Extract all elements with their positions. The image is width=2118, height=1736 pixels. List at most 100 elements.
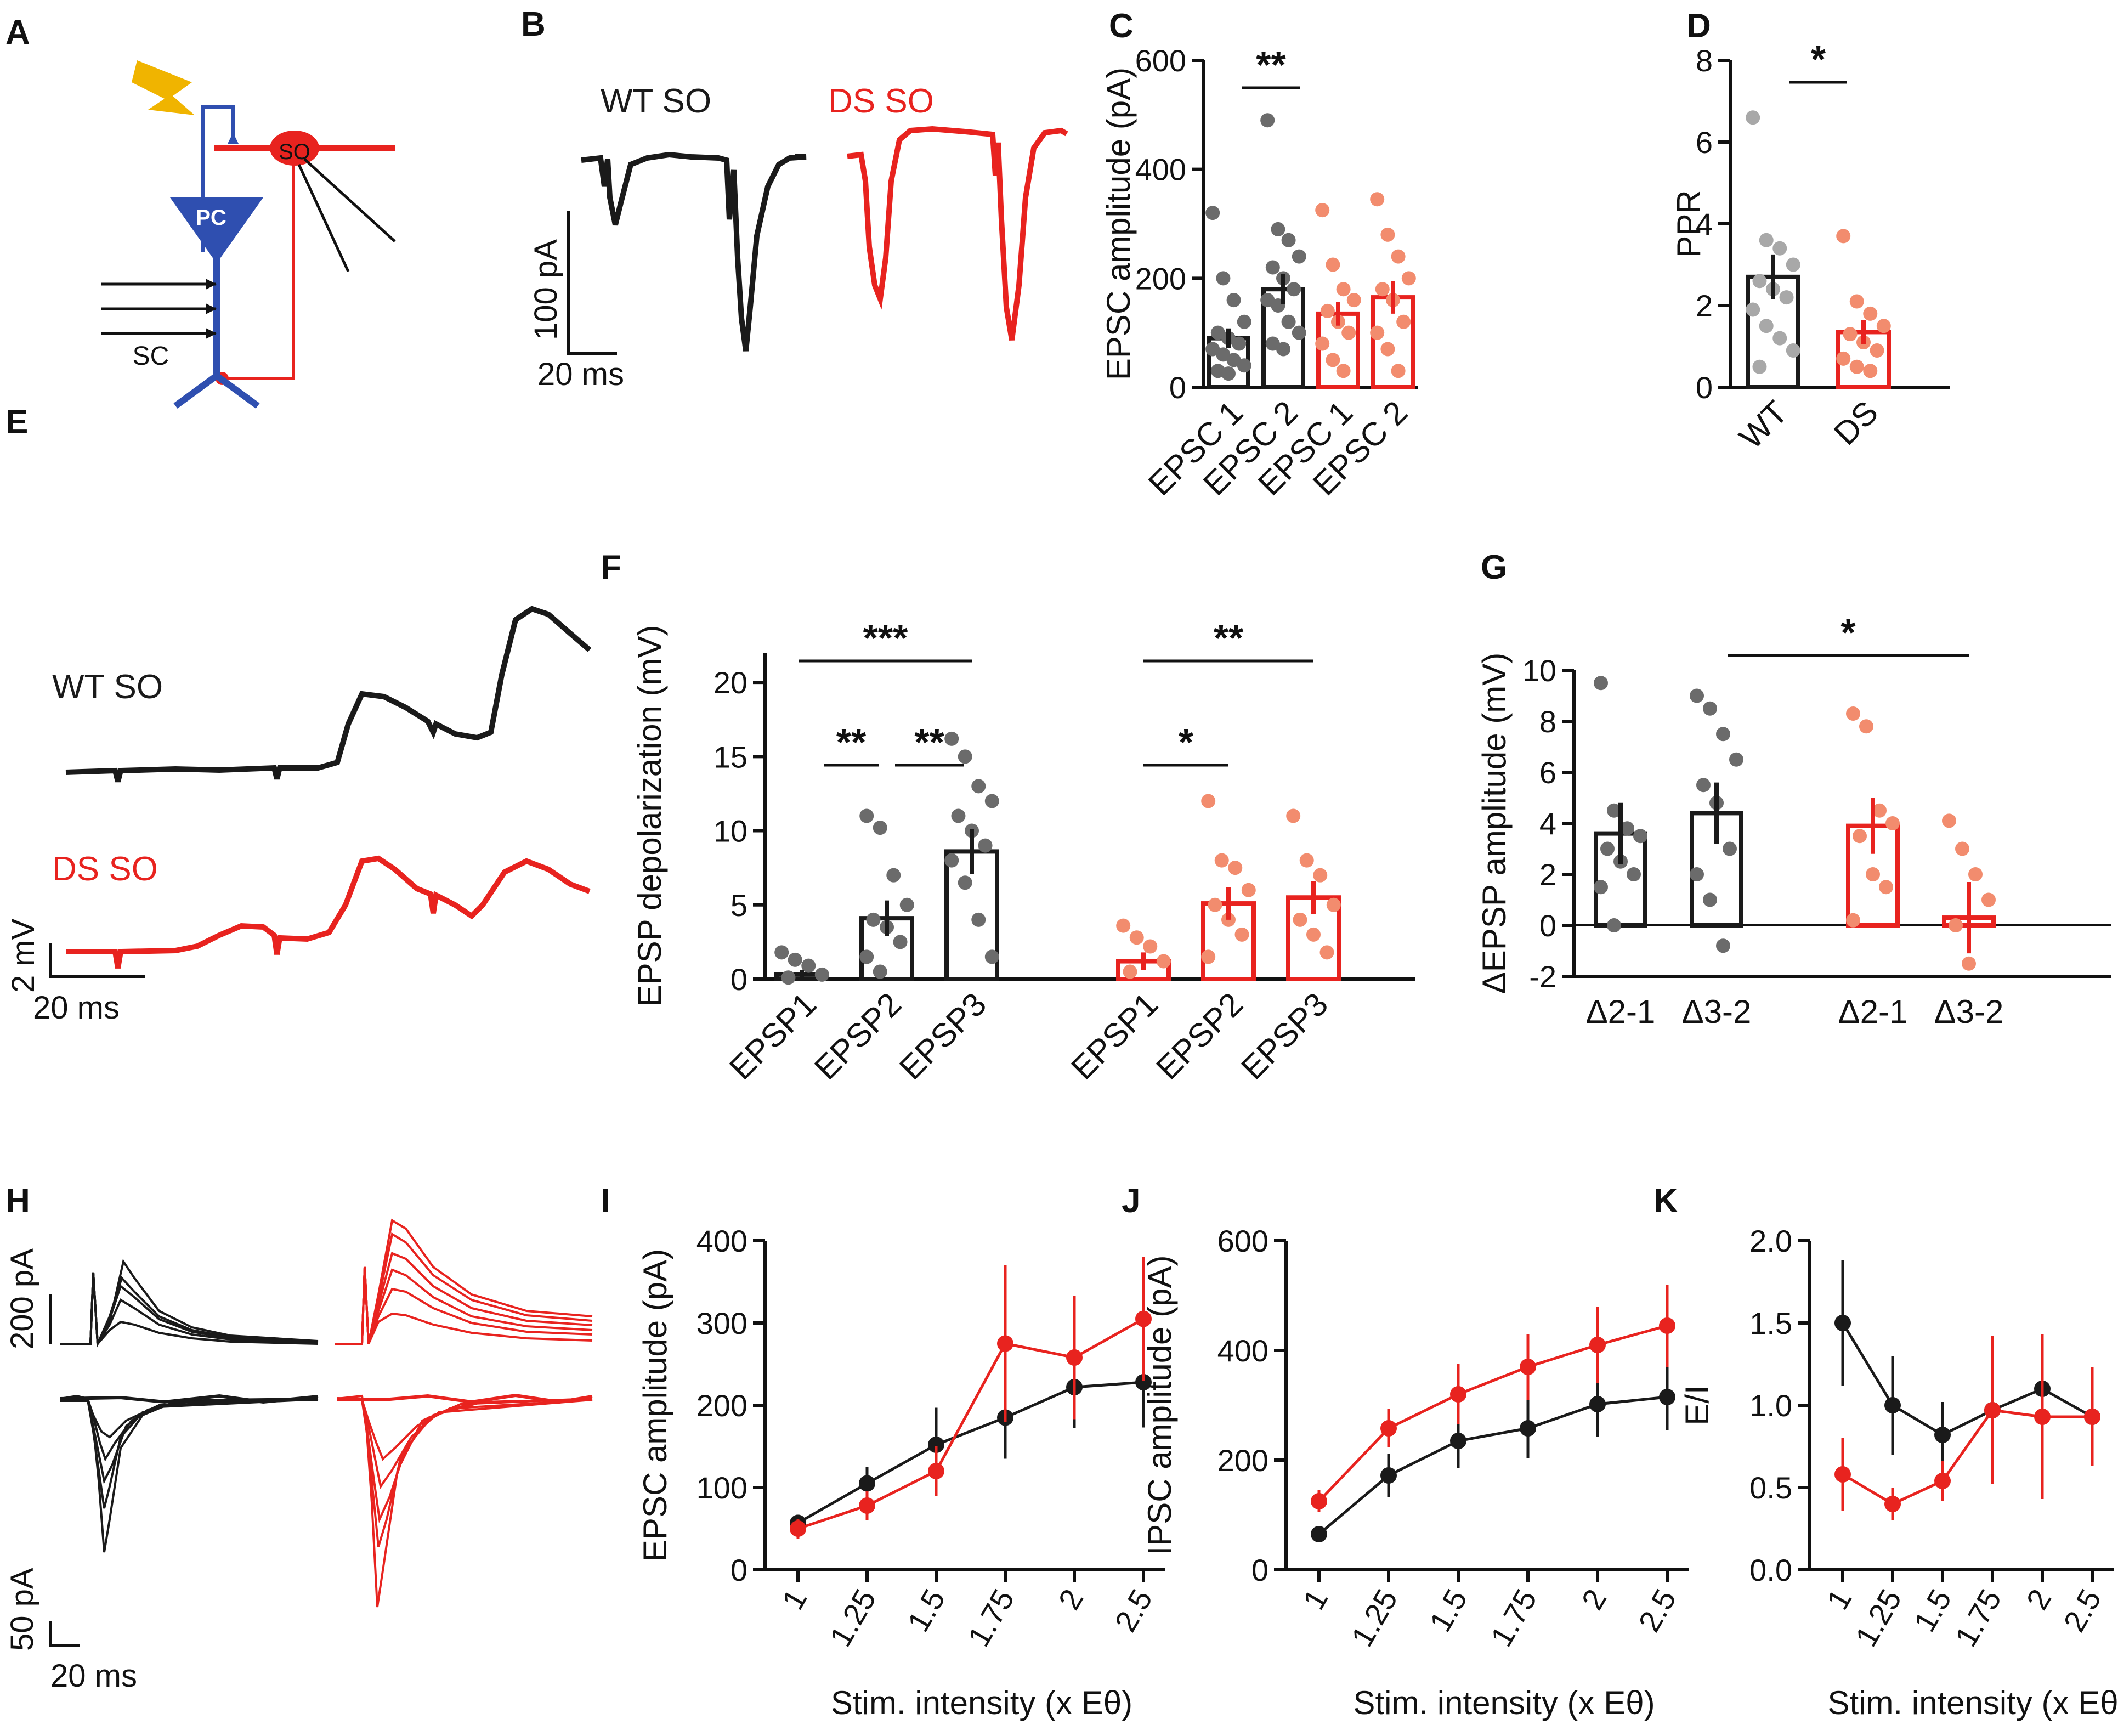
data-point	[1313, 868, 1328, 883]
data-point	[1884, 1397, 1901, 1413]
data-point	[1949, 918, 1963, 932]
data-point	[944, 853, 959, 868]
data-point	[984, 794, 999, 808]
series-ds	[790, 1257, 1152, 1539]
data-point	[1292, 325, 1306, 340]
y-tick-label: 400	[1135, 152, 1186, 187]
x-tick-label: 1.25	[1848, 1584, 1908, 1653]
panel-b: B WT SO DS SO 100 pA 20 ms	[521, 5, 1068, 392]
panel-letter-b: B	[521, 5, 546, 43]
data-point	[1594, 676, 1608, 691]
data-point	[1232, 336, 1247, 351]
data-point	[951, 808, 966, 823]
category-label: EPSP1	[722, 986, 823, 1087]
significance-label: **	[1256, 43, 1286, 86]
data-point	[1260, 113, 1275, 128]
series-ds	[1311, 1285, 1675, 1512]
data-point	[1600, 841, 1615, 856]
recording-pipette-2	[297, 163, 350, 273]
chart-d: 0 2 4 6 8 PPR D WT DS *	[1670, 7, 1950, 456]
data-point	[1066, 1349, 1083, 1366]
data-point	[1370, 192, 1385, 207]
data-point	[788, 952, 802, 967]
x-tick-label: 2.5	[1632, 1584, 1683, 1638]
category-label: EPSP1	[1064, 986, 1165, 1087]
data-point	[1391, 364, 1406, 378]
data-point	[1633, 829, 1647, 844]
y-tick-label: 6	[1539, 755, 1556, 790]
data-point	[997, 1335, 1013, 1352]
data-point	[928, 1463, 944, 1479]
data-point	[1228, 861, 1243, 875]
data-point	[1863, 306, 1878, 321]
category-label: EPSP2	[807, 986, 908, 1087]
data-point	[1696, 778, 1711, 793]
x-tick-label: 1	[1820, 1584, 1858, 1615]
x-tick-label: 1	[775, 1584, 813, 1615]
data-point	[790, 1520, 806, 1537]
data-point	[1315, 203, 1330, 218]
scale-label-h-x: 20 ms	[50, 1658, 137, 1694]
significance-label: *	[1811, 38, 1826, 81]
data-point	[1690, 688, 1704, 703]
y-tick-label: 0	[1251, 1553, 1268, 1587]
data-point	[1205, 206, 1220, 220]
data-point	[1450, 1386, 1466, 1403]
y-tick-label: 0	[1169, 370, 1186, 405]
panel-letter-a: A	[5, 14, 30, 52]
chart-g: -2 0 2 4 6 8 10 ΔEPSP amplitude (mV) G Δ2-1 Δ3-2 Δ2…	[1476, 548, 2111, 1030]
data-point	[1380, 1467, 1397, 1484]
x-axis-label: Stim. intensity (x Eθ)	[1353, 1684, 1655, 1721]
data-point	[1210, 325, 1225, 340]
data-point	[1859, 719, 1873, 734]
data-point	[1703, 892, 1717, 907]
panel-letter: J	[1122, 1182, 1140, 1220]
y-tick-label: 10	[713, 814, 747, 849]
so-cell-body	[270, 131, 319, 166]
data-point	[893, 935, 908, 949]
wt-epsp-trace	[65, 606, 592, 783]
data-point	[1401, 271, 1416, 286]
y-tick-label: 1.0	[1749, 1388, 1792, 1423]
y-tick-label: 20	[713, 665, 747, 700]
y-tick-label: 100	[696, 1471, 747, 1505]
data-point	[971, 779, 986, 794]
ds-ipsc-trace-family	[335, 1218, 593, 1345]
y-tick-label: -2	[1529, 959, 1556, 994]
scale-label-b-x: 20 ms	[537, 357, 624, 392]
pc-label: PC	[196, 206, 226, 230]
data-point	[1589, 1396, 1606, 1412]
x-tick-label: 1.75	[1948, 1584, 2008, 1653]
data-point	[1299, 853, 1314, 868]
x-tick-label: 1.25	[823, 1584, 882, 1653]
y-tick-label: 10	[1522, 653, 1556, 688]
series-line	[1842, 1409, 2092, 1506]
series-line	[797, 1317, 1145, 1530]
data-point	[1984, 1402, 2001, 1418]
data-point	[1879, 880, 1893, 895]
category-label: DS	[1827, 394, 1885, 452]
stim-electrode-wire	[201, 105, 235, 252]
data-point	[944, 731, 959, 746]
data-point	[1116, 918, 1131, 933]
panel-letter: K	[1653, 1182, 1678, 1220]
data-point	[1786, 257, 1800, 272]
data-point	[1934, 1427, 1951, 1443]
data-point	[1143, 939, 1158, 954]
data-point	[814, 967, 829, 982]
data-point	[1955, 841, 1969, 856]
data-point	[1779, 290, 1794, 305]
data-point	[1934, 1473, 1951, 1489]
x-tick-label: 1.5	[1423, 1584, 1474, 1638]
y-axis-label: EPSP depolarization (mV)	[631, 625, 668, 1007]
series-line	[1318, 1395, 1668, 1535]
data-point	[1260, 293, 1275, 308]
x-tick-label: 2.5	[1108, 1584, 1159, 1638]
data-point	[1876, 319, 1891, 333]
ds-epsc-trace-family	[337, 1393, 593, 1608]
data-point	[1346, 293, 1361, 308]
x-tick-label: 1.75	[961, 1584, 1021, 1653]
